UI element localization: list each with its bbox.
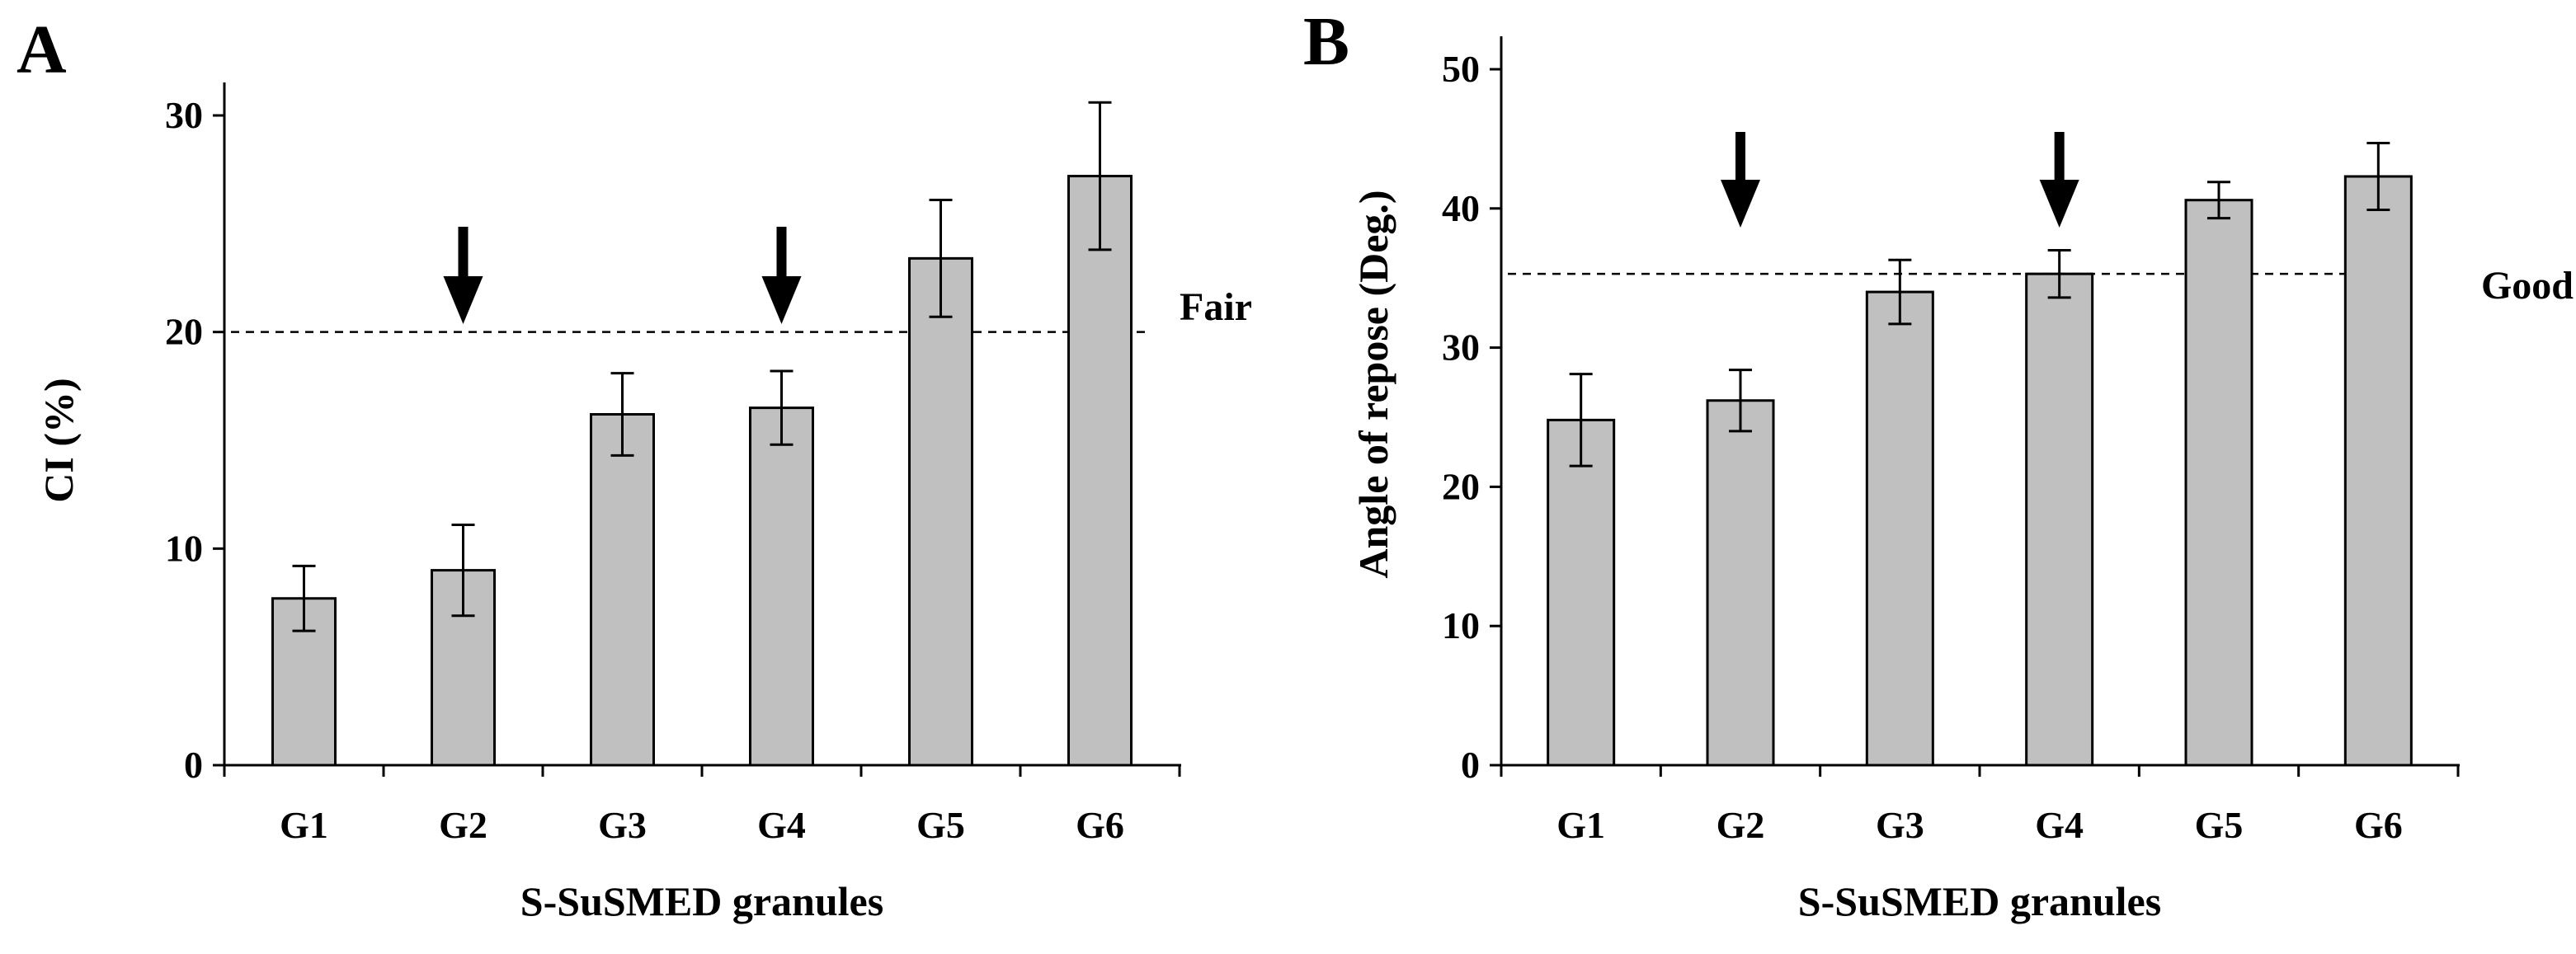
- chart-panel-b: B 0 10 20 30 40 50 Good G1 G2 G3 G4 G5 G6 S-SuSMED gr…: [1303, 3, 2574, 924]
- panel-a-reference-label: Fair: [1180, 285, 1252, 329]
- panel-b-bar-g2: [1706, 399, 1775, 767]
- panel-a-category-label-g6: G6: [1076, 804, 1124, 846]
- panel-b-down-arrow-icon-g2: [1721, 132, 1760, 228]
- panel-b-y-tick-label: 30: [1442, 327, 1480, 369]
- panel-a-bar-g5: [908, 256, 973, 767]
- panel-b-y-axis-title: Angle of repose (Deg.): [1350, 190, 1396, 578]
- panel-a-y-tick-label: 10: [165, 527, 203, 569]
- panel-a-bar-g6: [1067, 175, 1133, 767]
- panel-a-category-label-g3: G3: [598, 804, 647, 846]
- panel-a-category-label-g4: G4: [757, 804, 806, 846]
- panel-b-y-tick-label: 20: [1442, 465, 1480, 507]
- panel-a-x-axis-title: S-SuSMED granules: [520, 878, 883, 924]
- panel-letter-a: A: [16, 12, 67, 88]
- panel-b-down-arrow-icon-g4: [2039, 132, 2079, 228]
- panel-a-y-axis-title: CI (%): [35, 378, 82, 502]
- panel-b-category-label-g4: G4: [2035, 804, 2084, 846]
- panel-b-bar-g1: [1547, 418, 1616, 767]
- panel-b-y-tick-label: 0: [1461, 744, 1480, 786]
- panel-b-bar-g3: [1865, 290, 1934, 767]
- panel-b-bar-g5: [2184, 199, 2253, 767]
- panel-letter-b: B: [1303, 3, 1349, 80]
- panel-b-reference-label: Good: [2481, 264, 2574, 308]
- panel-a-category-label-g2: G2: [439, 804, 487, 846]
- panel-b-bar-g4: [2025, 272, 2094, 767]
- chart-panel-a: A 0 10 20 30 Fair G1 G2 G3 G4 G5 G6 S-SuSMED granul…: [16, 12, 1252, 924]
- panel-b-category-label-g2: G2: [1717, 804, 1765, 846]
- plot-area-b: 0 10 20 30 40 50 Good G1 G2 G3 G4 G5 G6 S-SuSMED gran…: [1350, 36, 2574, 924]
- panel-a-y-tick-label: 0: [184, 744, 203, 786]
- panel-b-y-tick-label: 10: [1442, 604, 1480, 646]
- panel-b-y-tick-label: 40: [1442, 187, 1480, 229]
- panel-a-bar-g4: [749, 407, 814, 767]
- panel-a-down-arrow-icon-g2: [443, 227, 483, 324]
- panel-a-category-label-g1: G1: [280, 804, 328, 846]
- panel-b-y-tick-label: 50: [1442, 48, 1480, 90]
- panel-a-category-label-g5: G5: [916, 804, 965, 846]
- panel-b-category-label-g1: G1: [1556, 804, 1605, 846]
- panel-b-category-label-g6: G6: [2354, 804, 2403, 846]
- panel-a-down-arrow-icon-g4: [761, 227, 802, 324]
- panel-b-bar-g6: [2343, 175, 2413, 767]
- panel-a-y-tick-label: 30: [165, 94, 203, 136]
- panel-b-category-label-g5: G5: [2195, 804, 2244, 846]
- panel-a-y-tick-label: 20: [165, 311, 203, 353]
- panel-b-category-label-g3: G3: [1876, 804, 1924, 846]
- panel-b-x-axis-title: S-SuSMED granules: [1798, 878, 2161, 924]
- plot-area-a: 0 10 20 30 Fair G1 G2 G3 G4 G5 G6 S-SuSMED granules…: [35, 82, 1252, 924]
- panel-a-bar-g3: [590, 412, 655, 767]
